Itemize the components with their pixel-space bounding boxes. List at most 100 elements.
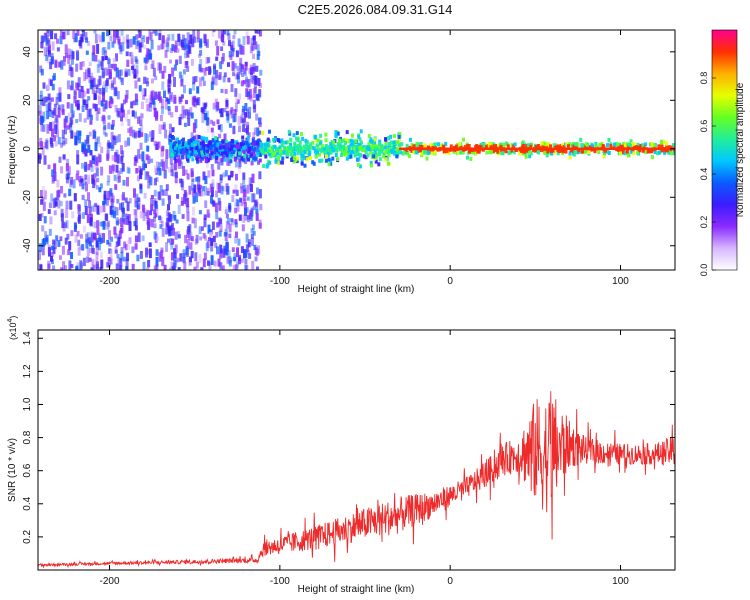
heatmap-cell <box>236 199 240 207</box>
heatmap-cell <box>170 152 174 157</box>
heatmap-cell <box>157 166 161 172</box>
heatmap-cell <box>276 138 280 142</box>
heatmap-cell <box>47 102 51 111</box>
colorbar-tick-label: 0.0 <box>699 264 709 277</box>
heatmap-cell <box>491 149 495 154</box>
heatmap-cell <box>176 257 180 263</box>
heatmap-cell <box>69 179 73 188</box>
heatmap-cell <box>246 154 250 160</box>
heatmap-cell <box>251 260 255 270</box>
heatmap-cell <box>387 153 391 158</box>
heatmap-cell <box>133 209 137 216</box>
heatmap-cell <box>194 76 198 83</box>
heatmap-cell <box>133 68 137 79</box>
heatmap-cell <box>73 193 77 202</box>
heatmap-cell <box>114 104 118 113</box>
heatmap-cell <box>149 176 153 186</box>
heatmap-cell <box>358 164 362 169</box>
heatmap-cell <box>40 68 44 76</box>
heatmap-cell <box>169 142 173 147</box>
heatmap-cell <box>115 67 119 78</box>
heatmap-cell <box>369 150 373 155</box>
heatmap-cell <box>172 210 176 219</box>
heatmap-cell <box>126 59 130 67</box>
heatmap-cell <box>198 53 201 58</box>
heatmap-cell <box>94 103 98 112</box>
heatmap-cell <box>228 204 232 209</box>
heatmap-cell <box>358 143 362 147</box>
heatmap-cell <box>119 203 122 211</box>
heatmap-cell <box>93 160 97 166</box>
heatmap-cell <box>226 150 230 155</box>
heatmap-cell <box>604 148 608 153</box>
heatmap-cell <box>203 252 207 261</box>
heatmap-cell <box>198 77 202 87</box>
heatmap-cell <box>189 146 193 151</box>
heatmap-cell <box>171 44 175 51</box>
heatmap-cell <box>85 239 89 249</box>
heatmap-cell <box>238 93 242 100</box>
heatmap-cell <box>195 176 199 182</box>
heatmap-cell <box>371 142 375 147</box>
heatmap-cell <box>225 240 229 250</box>
heatmap-cell <box>74 33 78 43</box>
heatmap-cell <box>132 100 136 106</box>
heatmap-cell <box>333 144 337 149</box>
heatmap-cell <box>220 158 224 166</box>
heatmap-cell <box>127 68 131 76</box>
heatmap-cell <box>80 262 83 269</box>
heatmap-cell <box>96 261 99 270</box>
heatmap-cell <box>621 144 625 149</box>
heatmap-cell <box>324 132 328 137</box>
heatmap-cell <box>626 145 630 150</box>
heatmap-cell <box>87 192 90 201</box>
heatmap-cell <box>61 32 65 40</box>
heatmap-cell <box>208 262 212 270</box>
heatmap-cell <box>65 163 69 172</box>
heatmap-cell <box>258 171 262 180</box>
heatmap-cell <box>220 248 224 254</box>
heatmap-cell <box>113 37 117 44</box>
heatmap-cell <box>366 145 370 150</box>
heatmap-cell <box>157 141 161 149</box>
heatmap-cell <box>180 39 184 48</box>
heatmap-cell <box>166 37 170 47</box>
heatmap-cell <box>120 77 124 86</box>
heatmap-cell <box>107 257 111 262</box>
heatmap-cell <box>406 151 410 156</box>
heatmap-cell <box>190 143 194 148</box>
heatmap-cell <box>43 155 47 165</box>
heatmap-cell <box>244 208 247 216</box>
heatmap-cell <box>213 63 217 70</box>
heatmap-cell <box>154 91 158 100</box>
heatmap-cell <box>67 125 70 130</box>
heatmap-cell <box>293 142 297 147</box>
heatmap-xtick-label: 0 <box>447 276 453 287</box>
heatmap-cell <box>289 137 293 142</box>
heatmap-cell <box>235 173 238 181</box>
heatmap-cell <box>167 135 171 141</box>
heatmap-cell <box>216 142 220 147</box>
heatmap-cell <box>568 155 572 160</box>
heatmap-cell <box>86 232 90 243</box>
heatmap-cell <box>185 200 188 207</box>
heatmap-cell <box>60 142 64 148</box>
heatmap-cell <box>102 87 106 95</box>
heatmap-cell <box>126 177 129 187</box>
heatmap-cell <box>227 62 230 67</box>
heatmap-cell <box>210 81 214 91</box>
heatmap-cell <box>352 147 356 151</box>
heatmap-cell <box>146 104 150 112</box>
heatmap-cell <box>226 157 230 166</box>
heatmap-cell <box>208 237 211 242</box>
heatmap-cell <box>210 164 214 170</box>
heatmap-cell <box>48 78 52 86</box>
heatmap-cell <box>334 153 338 157</box>
heatmap-cell <box>81 244 85 251</box>
heatmap-cell <box>91 85 95 94</box>
heatmap-cell <box>180 150 183 154</box>
heatmap-cell <box>200 107 204 113</box>
heatmap-cell <box>174 158 178 163</box>
heatmap-cell <box>63 56 66 62</box>
